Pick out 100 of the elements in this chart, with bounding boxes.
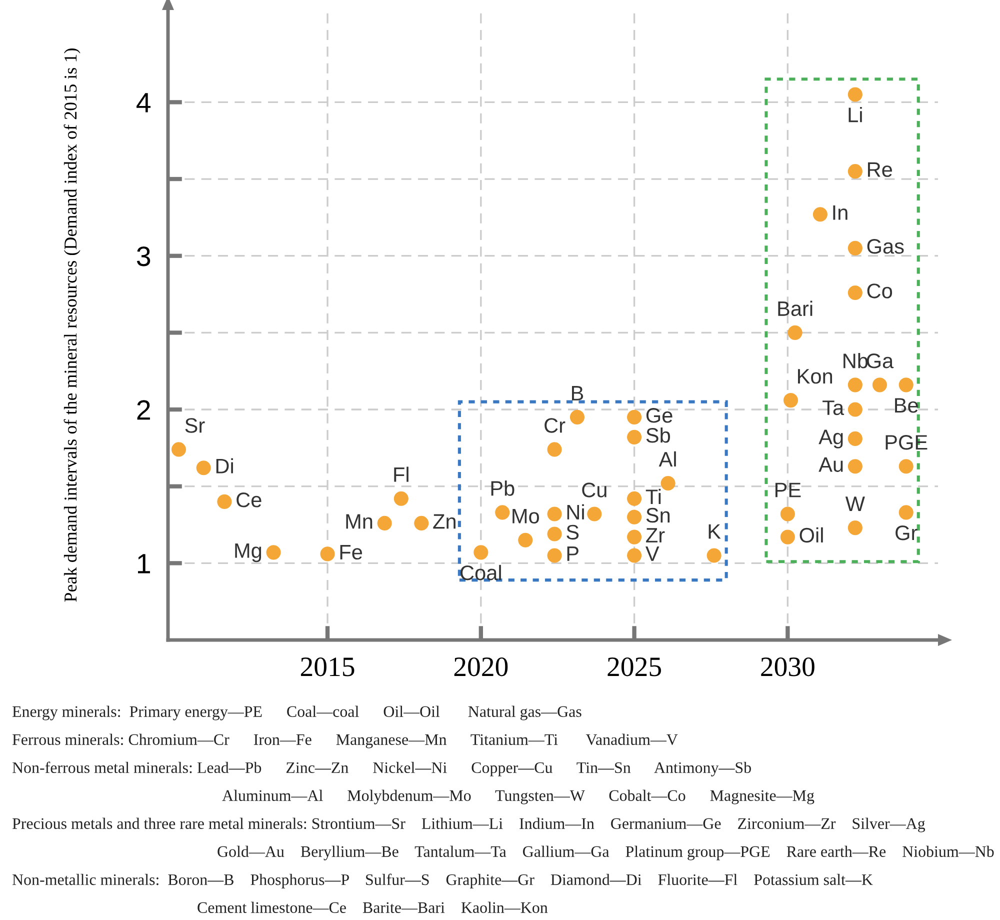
point	[320, 546, 335, 562]
annotation: Re	[868, 162, 892, 177]
point	[518, 532, 533, 548]
annotation: Ti	[646, 488, 661, 504]
point	[898, 459, 914, 474]
point	[587, 506, 602, 522]
annotation: Coal	[460, 564, 501, 580]
point	[627, 510, 642, 524]
point	[848, 285, 862, 300]
annotation: P	[567, 546, 578, 561]
point	[627, 430, 642, 444]
point	[848, 378, 862, 392]
y-tick-label: 2	[137, 400, 150, 420]
y-tick-label: 1	[138, 554, 150, 574]
point	[848, 431, 862, 446]
annotation: B	[572, 386, 584, 400]
annotation: Cr	[544, 418, 566, 433]
point	[414, 516, 429, 531]
annotation: Ce	[236, 492, 262, 508]
annotation: PGE	[886, 434, 928, 450]
point	[898, 378, 914, 392]
point	[171, 442, 186, 457]
x-tick-label: 2030	[761, 657, 814, 676]
annotation: Be	[895, 398, 918, 413]
annotation: Sr	[185, 418, 205, 433]
annotation: Mg	[235, 543, 262, 562]
point	[872, 378, 887, 392]
point	[812, 207, 828, 222]
point	[848, 164, 862, 179]
annotation: In	[833, 205, 848, 220]
text: Non-ferrous metal minerals: Lead—Pb Zinc—Zn Nickel—Ni Copper—Cu Tin—Sn Antimony—Sb	[12, 762, 751, 776]
point	[217, 494, 232, 509]
point	[627, 410, 642, 424]
point	[570, 410, 585, 424]
point	[898, 505, 914, 520]
point	[848, 402, 862, 417]
point	[495, 505, 510, 520]
point	[780, 506, 795, 522]
annotation: Cu	[582, 482, 606, 498]
y-tick-label: 3	[136, 246, 150, 266]
annotation: S	[566, 524, 579, 540]
y-tick-label: 4	[136, 93, 151, 112]
annotation: PE	[775, 482, 801, 498]
point	[783, 393, 798, 408]
annotation: Fl	[394, 466, 408, 482]
annotation: Au	[818, 457, 843, 472]
annotation: Co	[867, 284, 892, 298]
annotation: W	[845, 496, 865, 512]
annotation: K	[708, 524, 721, 539]
annotation: Al	[658, 451, 676, 466]
text: Precious metals and three rare metal minerals: Strontium—Sr Lithium—Li Indium—In Germanium—Ge Zirconium—Zr Silver—Ag	[12, 818, 926, 832]
text: Gold—Au Beryllium—Be Tantalum—Ta Gallium—Ga Platinum group—PGE Rare earth—Re Niobium—Nb	[218, 846, 994, 860]
point	[266, 545, 281, 560]
annotation: V	[645, 546, 660, 561]
annotation: Gas	[867, 239, 904, 254]
point	[627, 491, 642, 506]
point	[848, 459, 862, 474]
text: Ferrous minerals: Chromium—Cr Iron—Fe Manganese—Mn Titanium—Ti Vanadium—V	[12, 734, 678, 748]
annotation: Sb	[646, 427, 670, 443]
point	[196, 460, 211, 476]
annotation: Oil	[800, 527, 823, 543]
point	[848, 87, 862, 102]
x-tick-label: 2020	[454, 657, 508, 676]
annotation: Bari	[778, 300, 812, 316]
point	[660, 476, 676, 491]
text: Energy minerals: Primary energy—PE Coal—coal Oil—Oil Natural gas—Gas	[12, 706, 582, 720]
point	[848, 520, 862, 536]
text: Aluminum—Al Molybdenum—Mo Tungsten—W Cobalt—Co Magnesite—Mg	[222, 790, 814, 804]
point	[627, 548, 642, 563]
point	[706, 548, 722, 563]
annotation: Ta	[822, 400, 844, 416]
y-axis-title: Peak demand intervals of the mineral resources (Demand index of 2015 is 1)	[64, 48, 80, 602]
point	[474, 545, 488, 560]
point	[394, 491, 408, 506]
point	[547, 442, 562, 457]
point	[627, 530, 642, 544]
point	[377, 516, 392, 531]
annotation: Sn	[646, 508, 670, 523]
annotation: Mo	[512, 508, 539, 524]
annotation: Li	[848, 107, 862, 122]
annotation: Pb	[491, 480, 514, 496]
annotation: Gr	[896, 526, 918, 540]
annotation: Ge	[646, 408, 672, 423]
text: Non-metallic minerals: Boron—B Phosphorus—P Sulfur—S Graphite—Gr Diamond—Di Fluorite—Fl Potassium salt—K	[12, 874, 873, 888]
point	[547, 548, 562, 563]
annotation: Kon	[798, 369, 832, 384]
annotation: Zn	[433, 514, 456, 529]
point	[848, 240, 862, 256]
annotation: Nb	[844, 353, 868, 368]
annotation: Ag	[818, 430, 843, 448]
text: Cement limestone—Ce Barite—Bari Kaolin—Kon	[198, 902, 548, 913]
x-tick-label: 2015	[300, 657, 354, 676]
x-tick-label: 2025	[608, 657, 661, 676]
point	[547, 526, 562, 542]
point	[780, 530, 795, 544]
annotation: Mn	[346, 514, 372, 529]
point	[788, 325, 802, 340]
annotation: Ga	[866, 354, 894, 368]
annotation: Di	[216, 458, 233, 474]
annotation: Zr	[646, 528, 665, 542]
